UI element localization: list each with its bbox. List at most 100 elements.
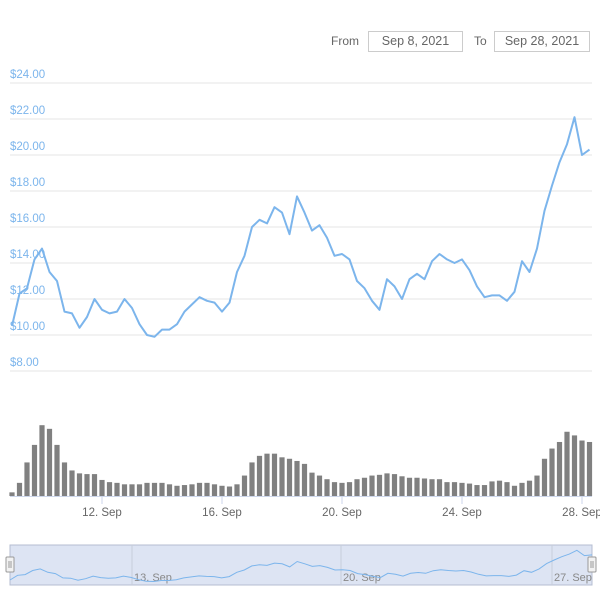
volume-bar: [166, 484, 173, 496]
volume-bar: [474, 485, 480, 496]
volume-bar: [114, 482, 120, 496]
volume-bar: [504, 482, 510, 496]
to-date-input[interactable]: Sep 28, 2021: [494, 31, 590, 52]
volume-bar: [429, 479, 435, 496]
volume-bar: [339, 482, 345, 496]
volume-bar: [384, 473, 390, 496]
navigator-selected-range: [9, 544, 593, 586]
handle-body: [5, 556, 15, 573]
volume-bar: [489, 481, 495, 496]
volume-bar: [159, 482, 165, 496]
navigator-right-handle[interactable]: [587, 556, 597, 573]
volume-bar: [9, 492, 15, 496]
navigator-label: 13. Sep: [134, 572, 172, 584]
volume-bar: [256, 455, 263, 496]
volume-bar: [481, 485, 488, 496]
volume-bar: [24, 462, 30, 496]
y-tick-label: $16.00: [10, 213, 45, 225]
volume-bar: [61, 462, 68, 496]
volume-bar: [564, 431, 570, 496]
x-tick-label: 16. Sep: [202, 507, 242, 519]
volume-bar: [526, 480, 533, 496]
volume-bar: [279, 457, 285, 496]
y-tick-label: $8.00: [10, 357, 39, 369]
from-label: From: [331, 34, 359, 48]
volume-bar: [174, 485, 180, 496]
volume-bar: [76, 473, 83, 496]
y-tick-label: $24.00: [10, 69, 45, 81]
volume-bar: [354, 479, 360, 496]
volume-bar: [226, 486, 233, 496]
y-tick-label: $22.00: [10, 105, 45, 117]
volume-bar: [549, 448, 555, 496]
volume-bar: [511, 485, 518, 496]
volume-bar: [211, 484, 218, 496]
price-line: [11, 116, 591, 338]
volume-bar: [369, 475, 375, 496]
volume-bar: [294, 460, 300, 496]
volume-bar: [586, 441, 593, 496]
volume-bar: [121, 484, 128, 496]
volume-bar: [54, 444, 60, 496]
volume-bar: [331, 482, 338, 496]
volume-bar: [181, 485, 188, 496]
volume-bar: [39, 425, 45, 496]
volume-bar: [376, 474, 383, 496]
volume-bar: [414, 477, 420, 496]
y-tick-label: $10.00: [10, 321, 45, 333]
volume-bar: [571, 435, 578, 496]
volume-bar: [534, 475, 540, 496]
volume-bar: [241, 475, 248, 496]
navigator-left-handle[interactable]: [5, 556, 15, 573]
volume-bar: [204, 482, 210, 496]
navigator-label: 20. Sep: [343, 572, 381, 584]
volume-bar: [234, 484, 240, 496]
volume-bar: [579, 440, 585, 496]
volume-bar: [399, 476, 405, 496]
volume-bar: [466, 483, 473, 496]
volume-bar: [519, 482, 525, 496]
volume-bar: [496, 480, 503, 496]
volume-bar: [391, 474, 398, 496]
volume-bar: [136, 484, 143, 496]
volume-bar: [196, 482, 203, 496]
volume-bar: [46, 428, 53, 496]
volume-bar: [264, 453, 270, 496]
volume-bar: [309, 472, 315, 496]
y-tick-label: $20.00: [10, 141, 45, 153]
x-tick-label: 28. Sep: [562, 507, 600, 519]
volume-bar: [16, 482, 23, 496]
volume-bar: [91, 474, 98, 496]
volume-bar: [459, 482, 465, 496]
x-tick-label: 12. Sep: [82, 507, 122, 519]
volume-bar: [286, 458, 293, 496]
x-tick-label: 24. Sep: [442, 507, 482, 519]
volume-bar: [361, 477, 368, 496]
volume-bar: [301, 463, 308, 496]
volume-bar: [189, 484, 195, 496]
navigator-series-line: [9, 549, 593, 583]
volume-bar: [421, 478, 428, 496]
volume-bar: [144, 482, 150, 496]
volume-bar: [346, 482, 353, 496]
volume-bar: [271, 453, 278, 496]
volume-bar: [444, 482, 450, 496]
navigator-label: 27. Sep: [554, 572, 592, 584]
volume-bar: [151, 482, 158, 496]
navigator[interactable]: 13. Sep 20. Sep 27. Sep: [5, 544, 597, 586]
volume-bar: [106, 482, 113, 496]
volume-bar: [316, 475, 323, 496]
volume-bar: [436, 479, 443, 496]
volume-bar: [84, 474, 90, 496]
handle-body: [587, 556, 597, 573]
volume-bar: [451, 482, 458, 496]
volume-bar: [541, 458, 548, 496]
volume-bar: [129, 484, 135, 496]
volume-bar: [556, 441, 563, 496]
volume-bar: [31, 444, 38, 496]
volume-bar: [249, 462, 255, 496]
y-tick-label: $18.00: [10, 177, 45, 189]
volume-bar: [406, 477, 413, 496]
from-date-input[interactable]: Sep 8, 2021: [368, 31, 463, 52]
